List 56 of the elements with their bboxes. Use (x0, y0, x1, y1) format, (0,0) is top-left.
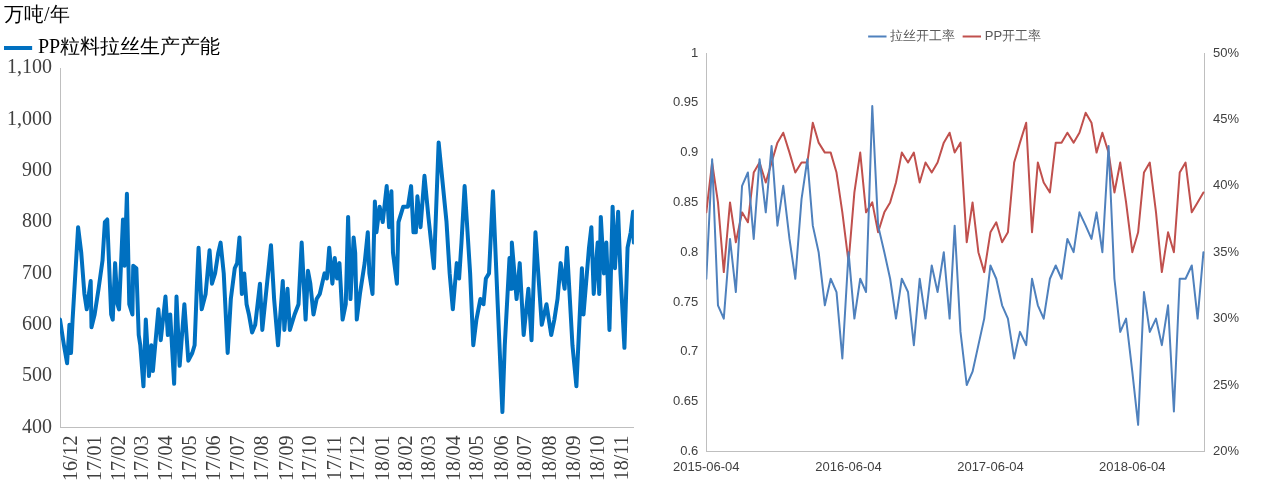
y2-tick-label: 25% (1212, 376, 1240, 392)
x-tick-label: 16/12 (59, 435, 82, 482)
y-tick-label: 400 (22, 414, 52, 437)
x-tick-label: 2015-06-04 (673, 458, 740, 474)
x-tick-label: 17/03 (129, 435, 152, 482)
legend-label: PP粒料拉丝生产产能 (38, 35, 221, 58)
y2-tick-label: 35% (1212, 243, 1240, 259)
y-tick-label: 0.75 (672, 293, 699, 309)
x-tick-label: 18/06 (489, 435, 512, 482)
y2-tick-label: 20% (1212, 442, 1240, 458)
x-tick-label: 18/11 (610, 435, 633, 481)
y-tick-label: 700 (22, 260, 52, 283)
x-tick-label: 17/10 (298, 435, 321, 482)
y-tick-label: 0.8 (680, 243, 699, 259)
y-tick-label: 0.9 (680, 144, 699, 160)
y-tick-label: 500 (22, 363, 52, 386)
x-tick-label: 2017-06-04 (957, 458, 1024, 474)
x-tick-label: 2016-06-04 (815, 458, 882, 474)
y-tick-label: 800 (22, 209, 52, 232)
y-tick-label: 0.65 (672, 393, 699, 409)
y2-tick-label: 40% (1212, 177, 1240, 193)
x-tick-label: 18/03 (417, 435, 440, 482)
x-tick-label: 17/06 (202, 435, 225, 482)
x-tick-label: 18/01 (370, 435, 393, 482)
y2-tick-label: 30% (1212, 310, 1240, 326)
y2-tick-label: 50% (1212, 44, 1240, 60)
y-tick-label: 0.85 (672, 193, 699, 209)
x-tick-label: 18/07 (513, 435, 536, 482)
y-tick-label: 0.6 (680, 442, 699, 458)
x-tick-label: 17/08 (250, 435, 273, 482)
y-axis-title: 万吨/年 (4, 3, 70, 26)
y-tick-label: 1,100 (7, 55, 52, 78)
y-tick-label: 0.95 (672, 94, 699, 110)
x-tick-label: 18/09 (562, 435, 585, 482)
x-tick-label: 18/08 (537, 435, 560, 482)
x-tick-label: 17/12 (346, 435, 369, 482)
y-tick-label: 900 (22, 157, 52, 180)
x-tick-label: 17/11 (322, 435, 345, 481)
legend-label: PP开工率 (984, 28, 1042, 44)
x-tick-label: 17/09 (274, 435, 297, 482)
x-tick-label: 17/02 (107, 435, 130, 482)
y-tick-label: 1 (691, 44, 699, 60)
x-tick-label: 18/04 (441, 435, 464, 482)
x-tick-label: 17/04 (154, 435, 177, 482)
x-tick-label: 18/02 (394, 435, 417, 482)
legend-label: 拉丝开工率 (890, 28, 956, 44)
x-tick-label: 18/10 (585, 435, 608, 482)
x-tick-label: 17/05 (177, 435, 200, 482)
x-tick-label: 17/01 (83, 435, 106, 482)
y-tick-label: 0.7 (680, 343, 699, 359)
x-tick-label: 2018-06-04 (1099, 458, 1166, 474)
x-tick-label: 18/05 (465, 435, 488, 482)
x-tick-label: 17/07 (225, 435, 248, 482)
y-tick-label: 1,000 (7, 106, 52, 129)
y-tick-label: 600 (22, 312, 52, 334)
y2-tick-label: 45% (1212, 110, 1240, 126)
